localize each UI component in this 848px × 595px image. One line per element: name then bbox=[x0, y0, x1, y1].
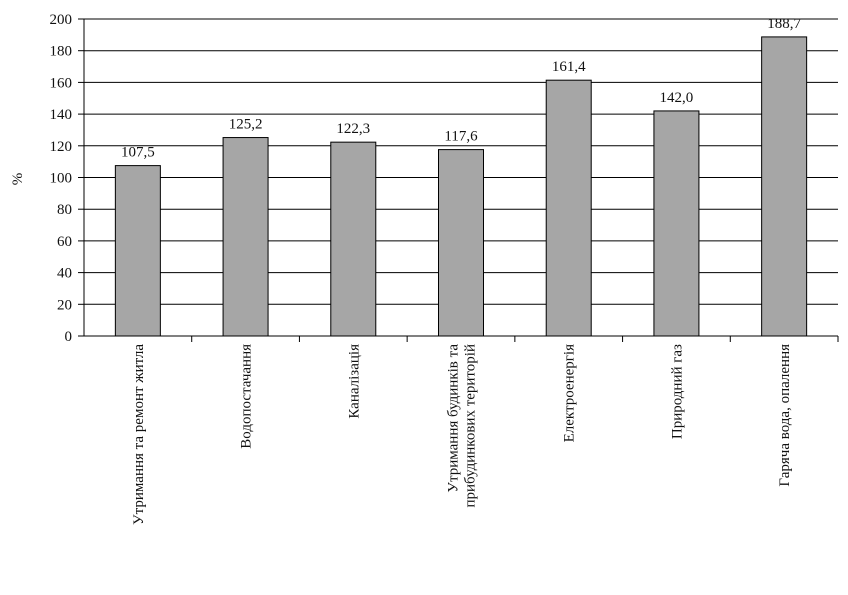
data-labels: 107,5 125,2 122,3 117,6 161,4 142,0 188,7 bbox=[121, 16, 802, 161]
y-tick-label: 60 bbox=[57, 234, 72, 250]
x-category-label: Гаряча вода, опалення bbox=[777, 344, 793, 487]
x-category-labels: Утримання та ремонт житла Водопостачання К… bbox=[131, 344, 793, 525]
x-category-label: Утримання та ремонт житла bbox=[131, 344, 147, 525]
bar bbox=[653, 110, 700, 337]
y-tick-label: 100 bbox=[50, 171, 73, 187]
y-tick-label: 40 bbox=[57, 266, 72, 282]
x-category-label: Водопостачання bbox=[239, 344, 255, 449]
data-label: 125,2 bbox=[229, 117, 263, 133]
bar bbox=[330, 141, 377, 337]
y-tick-label: 120 bbox=[50, 139, 73, 155]
y-axis-label: % bbox=[10, 173, 26, 186]
x-category-label: Природний газ bbox=[669, 344, 685, 439]
data-label: 188,7 bbox=[767, 16, 801, 32]
bar bbox=[761, 36, 808, 337]
y-tick-label: 160 bbox=[50, 75, 73, 91]
x-category-label: Утримання будинків та bbox=[446, 344, 462, 493]
y-tick-label: 0 bbox=[65, 329, 73, 345]
bar bbox=[545, 79, 592, 337]
y-tick-label: 180 bbox=[50, 44, 73, 60]
y-tick-label: 140 bbox=[50, 107, 73, 123]
axes bbox=[83, 19, 838, 337]
bar bbox=[222, 137, 269, 337]
data-label: 107,5 bbox=[121, 145, 155, 161]
y-tick-label: 20 bbox=[57, 297, 72, 313]
x-category-label: Каналізація bbox=[346, 344, 362, 419]
data-label: 122,3 bbox=[336, 121, 370, 137]
data-label: 142,0 bbox=[660, 90, 694, 106]
bar bbox=[438, 149, 484, 337]
bars bbox=[114, 36, 808, 337]
y-tick-labels: 0 20 40 60 80 100 120 140 160 180 200 bbox=[50, 12, 73, 345]
data-label: 161,4 bbox=[552, 59, 586, 75]
y-tick-label: 80 bbox=[57, 202, 72, 218]
data-label: 117,6 bbox=[444, 129, 478, 145]
x-category-label: прибудинкових територій bbox=[463, 344, 479, 508]
x-category-label: Електроенергія bbox=[562, 344, 578, 442]
y-tick-label: 200 bbox=[50, 12, 73, 28]
bar bbox=[114, 165, 161, 337]
